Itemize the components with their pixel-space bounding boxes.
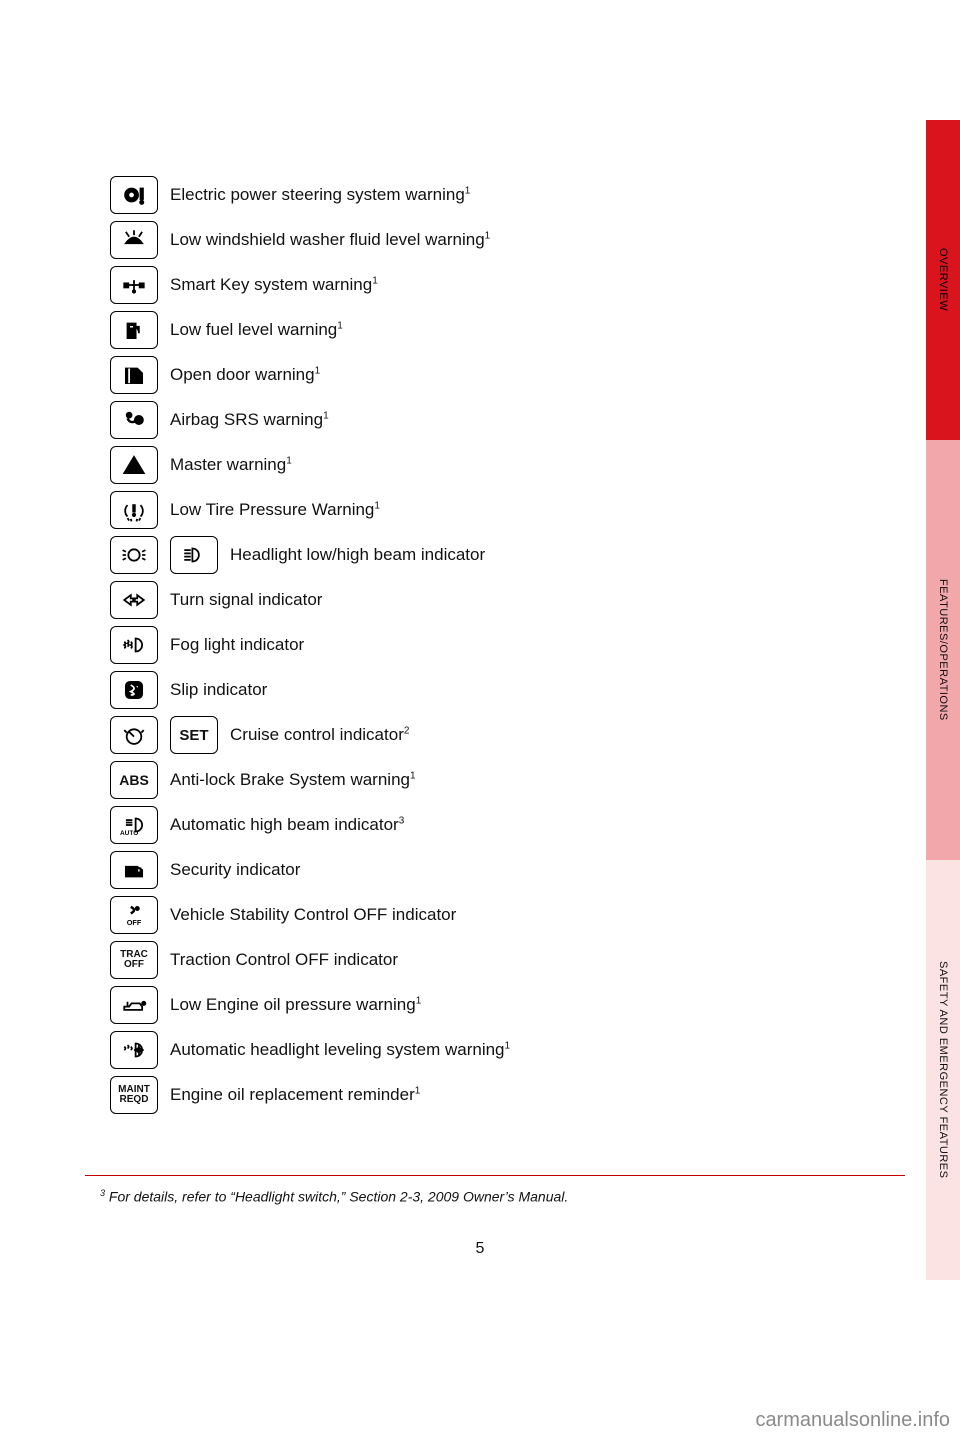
- page-number: 5: [0, 1240, 960, 1258]
- indicator-row: TRAC OFF Traction Control OFF indicator: [110, 940, 790, 980]
- footnote-rule: [85, 1175, 905, 1176]
- indicator-row: SET Cruise control indicator2: [110, 715, 790, 755]
- indicator-label: Vehicle Stability Control OFF indicator: [170, 905, 456, 925]
- smartkey-icon: [110, 266, 158, 304]
- tab-overview: OVERVIEW: [926, 120, 960, 440]
- tab-features: FEATURES/OPERATIONS: [926, 440, 960, 860]
- indicator-row: Master warning1: [110, 445, 790, 485]
- tab-label: OVERVIEW: [937, 248, 949, 311]
- indicator-label: Headlight low/high beam indicator: [230, 545, 485, 565]
- side-tabs: OVERVIEW FEATURES/OPERATIONS SAFETY AND …: [926, 120, 960, 1280]
- cruise-icon: SET: [170, 716, 218, 754]
- indicator-label: Turn signal indicator: [170, 590, 322, 610]
- indicator-row: Slip indicator: [110, 670, 790, 710]
- indicator-label: Master warning1: [170, 455, 292, 475]
- footnote-text: For details, refer to “Headlight switch,…: [105, 1189, 568, 1205]
- indicator-label: Automatic high beam indicator3: [170, 815, 404, 835]
- vscoff-icon: OFF: [110, 896, 158, 934]
- headlight-icon: [110, 536, 158, 574]
- indicator-row: Low windshield washer fluid level warnin…: [110, 220, 790, 260]
- svg-text:OFF: OFF: [127, 918, 142, 927]
- fuel-icon: [110, 311, 158, 349]
- indicator-row: Headlight low/high beam indicator: [110, 535, 790, 575]
- indicator-label: Low fuel level warning1: [170, 320, 343, 340]
- autohb-icon: AUTO: [110, 806, 158, 844]
- slip-icon: [110, 671, 158, 709]
- indicator-label: Engine oil replacement reminder1: [170, 1085, 420, 1105]
- indicator-row: Electric power steering system warning1: [110, 175, 790, 215]
- indicator-label: Slip indicator: [170, 680, 267, 700]
- tpms-icon: [110, 491, 158, 529]
- indicator-row: AUTO Automatic high beam indicator3: [110, 805, 790, 845]
- indicator-row: Airbag SRS warning1: [110, 400, 790, 440]
- indicator-label: Low Tire Pressure Warning1: [170, 500, 380, 520]
- indicator-row: Automatic headlight leveling system warn…: [110, 1030, 790, 1070]
- headlight-icon: [170, 536, 218, 574]
- indicator-label: Open door warning1: [170, 365, 320, 385]
- tab-label: SAFETY AND EMERGENCY FEATURES: [937, 961, 949, 1178]
- indicator-label: Fog light indicator: [170, 635, 304, 655]
- indicator-label: Traction Control OFF indicator: [170, 950, 398, 970]
- indicator-list: Electric power steering system warning1 L…: [110, 175, 790, 1120]
- indicator-row: Low Tire Pressure Warning1: [110, 490, 790, 530]
- indicator-label: Smart Key system warning1: [170, 275, 378, 295]
- indicator-row: ABS Anti-lock Brake System warning1: [110, 760, 790, 800]
- abs-icon: ABS: [110, 761, 158, 799]
- washer-icon: [110, 221, 158, 259]
- master-icon: [110, 446, 158, 484]
- indicator-label: Low windshield washer fluid level warnin…: [170, 230, 490, 250]
- indicator-row: Fog light indicator: [110, 625, 790, 665]
- turn-icon: [110, 581, 158, 619]
- indicator-row: Security indicator: [110, 850, 790, 890]
- airbag-icon: [110, 401, 158, 439]
- maint-icon: MAINT REQD: [110, 1076, 158, 1114]
- indicator-label: Automatic headlight leveling system warn…: [170, 1040, 510, 1060]
- tab-label: FEATURES/OPERATIONS: [937, 579, 949, 721]
- footnote: 3 For details, refer to “Headlight switc…: [100, 1188, 568, 1205]
- indicator-label: Security indicator: [170, 860, 300, 880]
- indicator-label: Electric power steering system warning1: [170, 185, 470, 205]
- tab-safety: SAFETY AND EMERGENCY FEATURES: [926, 860, 960, 1280]
- headlevel-icon: [110, 1031, 158, 1069]
- indicator-label: Cruise control indicator2: [230, 725, 409, 745]
- indicator-row: Open door warning1: [110, 355, 790, 395]
- eps-icon: [110, 176, 158, 214]
- oil-icon: [110, 986, 158, 1024]
- indicator-row: MAINT REQD Engine oil replacement reminde…: [110, 1075, 790, 1115]
- indicator-label: Low Engine oil pressure warning1: [170, 995, 421, 1015]
- indicator-label: Airbag SRS warning1: [170, 410, 329, 430]
- indicator-row: Low Engine oil pressure warning1: [110, 985, 790, 1025]
- watermark: carmanualsonline.info: [755, 1409, 950, 1432]
- door-icon: [110, 356, 158, 394]
- security-icon: [110, 851, 158, 889]
- indicator-row: Smart Key system warning1: [110, 265, 790, 305]
- indicator-row: OFF Vehicle Stability Control OFF indicat…: [110, 895, 790, 935]
- indicator-row: Turn signal indicator: [110, 580, 790, 620]
- indicator-row: Low fuel level warning1: [110, 310, 790, 350]
- svg-text:AUTO: AUTO: [120, 830, 138, 837]
- tracoff-icon: TRAC OFF: [110, 941, 158, 979]
- fog-icon: [110, 626, 158, 664]
- indicator-label: Anti-lock Brake System warning1: [170, 770, 416, 790]
- cruise-icon: [110, 716, 158, 754]
